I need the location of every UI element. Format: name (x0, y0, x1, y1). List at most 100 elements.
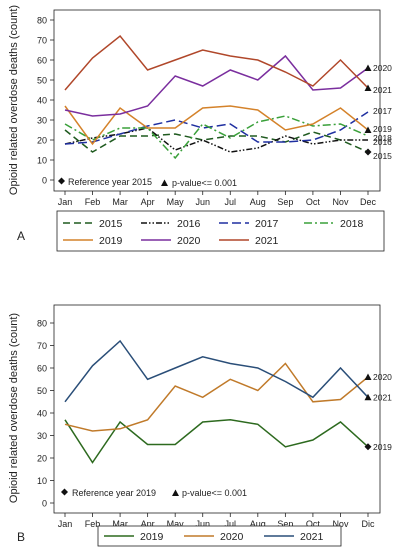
panel-b-x-tick-label: Mar (112, 519, 128, 529)
panel-a-x-tick-label: Sep (277, 197, 293, 207)
panel-a-legend-label-2016: 2016 (177, 218, 201, 230)
panel-a-series (64, 34, 369, 160)
panel-a-series-line-2017 (64, 111, 369, 145)
panel-a-x-tick-label: Jan (58, 197, 73, 207)
panel-a-legend-label-2018: 2018 (340, 218, 364, 230)
panel-a-y-tick-label: 30 (37, 116, 47, 126)
panel-a-end-label-2019: 2019 (373, 124, 392, 134)
panel-a-y-tick-label: 70 (37, 36, 47, 46)
panel-a-pvalue-label: p-value<= 0.001 (172, 178, 237, 188)
panel-a-x-tick-label: Jul (225, 197, 237, 207)
panel-a-y-tick-label: 60 (37, 56, 47, 66)
panel-a-x-axis: Jan Feb Mar Apr May Jun Jul Aug Sep Oct Nov Dec (58, 191, 377, 207)
panel-b-y-axis-label: Opioid related overdose deaths (count) (8, 313, 20, 503)
panel-b-end-label-2019: 2019 (373, 442, 392, 452)
panel-a-legend: 2015 2016 2017 2018 2019 2020 2021 (56, 210, 385, 252)
panel-b-y-axis: 0 10 20 30 40 50 60 70 80 (37, 319, 54, 509)
panel-a-x-tick-label: Aug (250, 197, 266, 207)
panel-a-legend-box (56, 210, 385, 252)
panel-b-x-tick-label: Jun (195, 519, 210, 529)
panel-a-x-tick-label: May (167, 197, 185, 207)
panel-a-legend-label-2019: 2019 (99, 235, 123, 247)
panel-b-plot-frame (53, 304, 381, 514)
panel-a-legend-label-2015: 2015 (99, 218, 123, 230)
panel-a-end-label-2016: 2016 (373, 137, 392, 147)
panel-a-pvalue-triangle (161, 179, 168, 186)
panel-a-series-line-2015 (64, 129, 369, 153)
panel-a-y-tick-label: 0 (42, 176, 47, 186)
panel-b-series-line-2021 (64, 339, 369, 403)
panel-a-x-tick-label: Feb (85, 197, 101, 207)
panel-b-reference-label: Reference year 2019 (72, 488, 156, 498)
panel-b-x-tick-label: Feb (85, 519, 101, 529)
panel-a-series-line-2016 (64, 127, 368, 153)
panel-a-reference-label: Reference year 2015 (68, 177, 152, 187)
panel-a-legend-label-2021: 2021 (255, 235, 279, 247)
panel-b-y-tick-label: 0 (42, 499, 47, 509)
panel-b-end-marker-2019 (364, 443, 372, 451)
panel-a-reference-diamond (58, 177, 65, 185)
panel-b-x-tick-label: Aug (250, 519, 266, 529)
panel-a-legend-label-2017: 2017 (255, 218, 279, 230)
panel-a-annotations: Reference year 2015 p-value<= 0.001 (58, 177, 237, 188)
panel-b-pvalue-triangle (172, 489, 179, 496)
panel-b-series (64, 339, 369, 464)
panel-a-series-line-2020 (64, 54, 369, 117)
panel-b-y-tick-label: 40 (37, 409, 47, 419)
panel-b-annotations: Reference year 2019 p-value<= 0.001 (61, 488, 247, 498)
panel-a-end-marker-2015 (364, 148, 372, 156)
panel-a-y-axis-label: Opioid related overdose deaths (count) (8, 5, 20, 195)
panel-b-x-tick-label: Jul (225, 519, 237, 529)
panel-b-y-tick-label: 70 (37, 341, 47, 351)
panel-a-y-tick-label: 50 (37, 76, 47, 86)
panel-a-end-label-2018: 2018 (373, 133, 392, 143)
panel-b-legend-label-2019: 2019 (140, 531, 164, 543)
panel-a-legend-label-2020: 2020 (177, 235, 201, 247)
panel-a-end-marker-2019 (364, 126, 372, 133)
panel-b-y-tick-label: 10 (37, 476, 47, 486)
panel-a-plot-frame (53, 9, 381, 192)
panel-b-legend-label-2020: 2020 (220, 531, 244, 543)
panel-b-y-tick-label: 50 (37, 386, 47, 396)
panel-a-y-tick-label: 40 (37, 96, 47, 106)
panel-b-y-tick-label: 30 (37, 431, 47, 441)
panel-b-end-marker-2020 (364, 373, 372, 380)
panel-b: 0 10 20 30 40 50 60 70 80 Jan Feb Mar Apr May Jun Jul A… (8, 304, 392, 547)
panel-b-legend: 2019 2020 2021 (97, 525, 342, 547)
panel-a-x-tick-label: Mar (112, 197, 128, 207)
panel-a-x-tick-label: Oct (306, 197, 321, 207)
panel-b-x-axis: Jan Feb Mar Apr May Jun Jul Aug Sep Oct Nov Dic (58, 513, 375, 529)
panel-b-label: B (17, 530, 25, 544)
panel-a-series-line-2021 (64, 34, 369, 91)
panel-a-end-label-2015: 2015 (373, 151, 392, 161)
panel-b-x-tick-label: Oct (306, 519, 321, 529)
panel-b-end-labels: 2019 2020 2021 (364, 372, 392, 452)
panel-a-end-marker-2020 (364, 64, 372, 71)
panel-a-end-label-2017: 2017 (373, 106, 392, 116)
panel-a-series-line-2019 (64, 105, 369, 146)
panel-b-y-tick-label: 60 (37, 364, 47, 374)
panel-a-label: A (17, 229, 25, 243)
panel-b-legend-label-2021: 2021 (300, 531, 324, 543)
panel-b-y-tick-label: 20 (37, 454, 47, 464)
panel-a-x-tick-label: Dec (360, 197, 377, 207)
panel-a-end-marker-2021 (364, 84, 372, 91)
panel-b-pvalue-label: p-value<= 0.001 (182, 488, 247, 498)
panel-b-legend-box (97, 525, 342, 547)
panel-b-series-line-2020 (64, 362, 369, 432)
panel-b-x-tick-label: Jan (58, 519, 73, 529)
panel-b-x-tick-label: May (167, 519, 185, 529)
panel-b-x-tick-label: Nov (332, 519, 349, 529)
panel-b-x-tick-label: Apr (141, 519, 155, 529)
panel-b-y-tick-label: 80 (37, 319, 47, 329)
panel-b-series-line-2019 (64, 419, 369, 464)
panel-b-end-label-2021: 2021 (373, 392, 392, 402)
panel-b-x-tick-label: Dic (362, 519, 375, 529)
panel-b-end-label-2020: 2020 (373, 372, 392, 382)
panel-a-x-tick-label: Nov (332, 197, 349, 207)
panel-b-reference-diamond (61, 488, 68, 496)
panel-a-y-tick-label: 20 (37, 136, 47, 146)
panel-a-y-tick-label: 80 (37, 16, 47, 26)
panel-b-end-marker-2021 (364, 393, 372, 401)
